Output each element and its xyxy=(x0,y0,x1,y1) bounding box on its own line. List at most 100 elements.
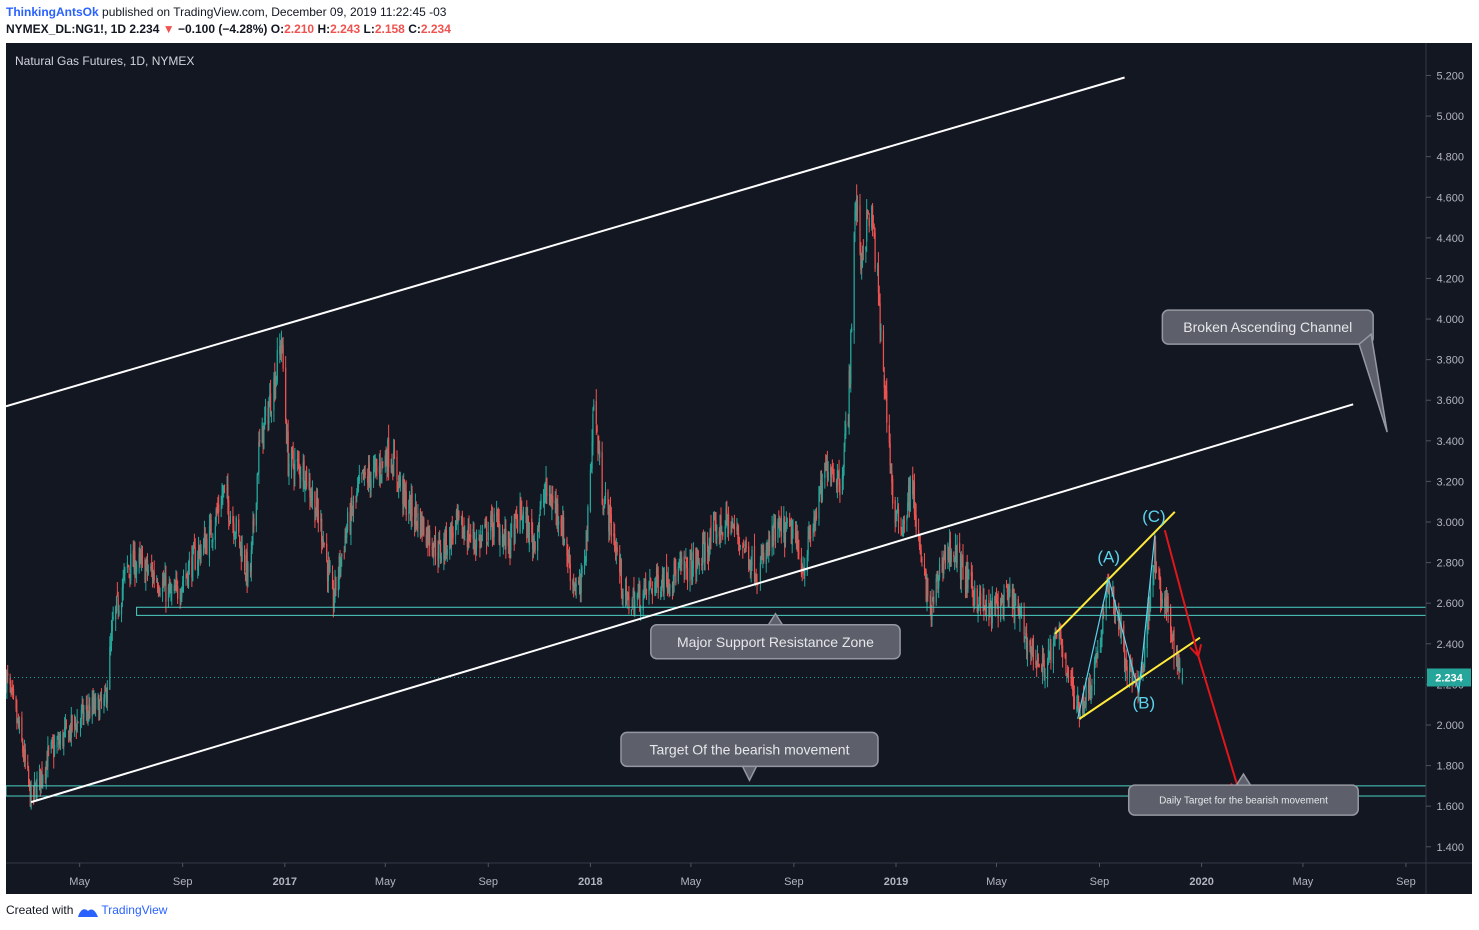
candle-body xyxy=(636,594,638,599)
candle-body xyxy=(238,519,240,533)
candle-body xyxy=(490,515,492,531)
candle-body xyxy=(515,510,517,515)
x-tick-label: 2019 xyxy=(884,876,908,888)
candle-body xyxy=(531,518,533,534)
candle-body xyxy=(1119,623,1121,634)
candle-body xyxy=(449,526,452,549)
candle-body xyxy=(537,525,540,528)
candle-body xyxy=(427,526,429,545)
candle-body xyxy=(551,498,553,509)
candle-body xyxy=(179,598,181,599)
candle-body xyxy=(613,533,615,537)
candle-body xyxy=(762,552,764,560)
candle-body xyxy=(455,520,457,536)
candle-body xyxy=(461,514,463,539)
candle-body xyxy=(513,523,515,546)
candle-body xyxy=(203,533,206,542)
candle-body xyxy=(264,418,266,420)
y-tick-label: 3.600 xyxy=(1436,395,1464,407)
callout-pointer xyxy=(1235,772,1252,786)
candle-body xyxy=(860,252,862,270)
candle-body xyxy=(737,527,739,534)
candle-body xyxy=(1103,612,1105,616)
candle-body xyxy=(382,461,384,463)
candle-body xyxy=(589,470,592,511)
candle-body xyxy=(363,468,365,479)
candle-body xyxy=(1178,654,1180,670)
candle-body xyxy=(345,532,347,535)
candle-body xyxy=(1023,614,1025,636)
candle-body xyxy=(697,558,700,564)
candle-body xyxy=(818,487,820,519)
candle-body xyxy=(322,539,324,547)
candle-body xyxy=(7,672,9,676)
candle-body xyxy=(162,578,165,587)
candle-body xyxy=(432,546,434,555)
candle-body xyxy=(897,506,899,512)
candle-body xyxy=(973,593,975,605)
candle-body xyxy=(103,697,105,706)
candle-body xyxy=(269,393,272,415)
candle-body xyxy=(937,570,939,589)
candle-body xyxy=(947,544,949,560)
candle-body xyxy=(698,563,700,567)
candle-body xyxy=(450,524,453,547)
candle-body xyxy=(959,542,961,552)
candle-body xyxy=(1026,641,1029,655)
candle-body xyxy=(1006,586,1008,593)
price-chart[interactable]: (A) (B) (C) Broken Ascending Channel Major S… xyxy=(6,43,1472,894)
candle-body xyxy=(868,217,870,227)
candle-body xyxy=(1167,596,1169,612)
candle-body xyxy=(1132,672,1134,686)
candle-body xyxy=(36,778,38,799)
candle-body xyxy=(53,745,55,758)
candle-body xyxy=(223,485,225,494)
candle-body xyxy=(439,540,441,543)
candle-body xyxy=(1143,663,1145,666)
candle-body xyxy=(779,520,782,525)
candle-body xyxy=(596,426,598,432)
candle-body xyxy=(990,601,993,625)
candle-body xyxy=(750,565,752,575)
candle-body xyxy=(18,720,20,730)
candle-body xyxy=(472,528,474,539)
tradingview-link[interactable]: TradingView xyxy=(101,903,168,917)
x-tick-label: May xyxy=(69,876,90,888)
candle-body xyxy=(505,528,507,550)
candle-body xyxy=(1058,625,1060,639)
candle-body xyxy=(833,477,835,481)
candle-body xyxy=(496,512,499,519)
candle-body xyxy=(716,534,718,539)
candle-body xyxy=(651,588,653,596)
candle-body xyxy=(30,787,32,809)
candle-body xyxy=(82,704,84,720)
candle-body xyxy=(23,749,26,760)
candle-body xyxy=(931,599,933,620)
candle-body xyxy=(938,563,941,578)
candle-body xyxy=(429,530,431,546)
candle-body xyxy=(996,601,998,605)
candle-body xyxy=(208,525,211,558)
candle-body xyxy=(1142,662,1144,672)
candle-body xyxy=(859,205,861,253)
candle-body xyxy=(774,518,777,541)
candle-body xyxy=(218,504,220,512)
candle-body xyxy=(100,693,102,700)
candle-body xyxy=(250,549,252,572)
candle-body xyxy=(561,525,563,536)
candle-body xyxy=(437,552,439,561)
candle-body xyxy=(1166,599,1168,612)
candle-body xyxy=(771,526,773,548)
candle-body xyxy=(151,566,153,570)
candle-body xyxy=(240,545,242,562)
candle-body xyxy=(100,697,103,703)
candle-body xyxy=(966,562,968,588)
candle-body xyxy=(367,467,370,487)
candle-body xyxy=(677,566,679,582)
candle-body xyxy=(715,520,717,543)
candle-body xyxy=(140,557,142,561)
candle-body xyxy=(926,577,928,605)
candle-body xyxy=(357,482,360,488)
author-name[interactable]: ThinkingAntsOk xyxy=(6,5,99,19)
candle-body xyxy=(804,568,806,577)
